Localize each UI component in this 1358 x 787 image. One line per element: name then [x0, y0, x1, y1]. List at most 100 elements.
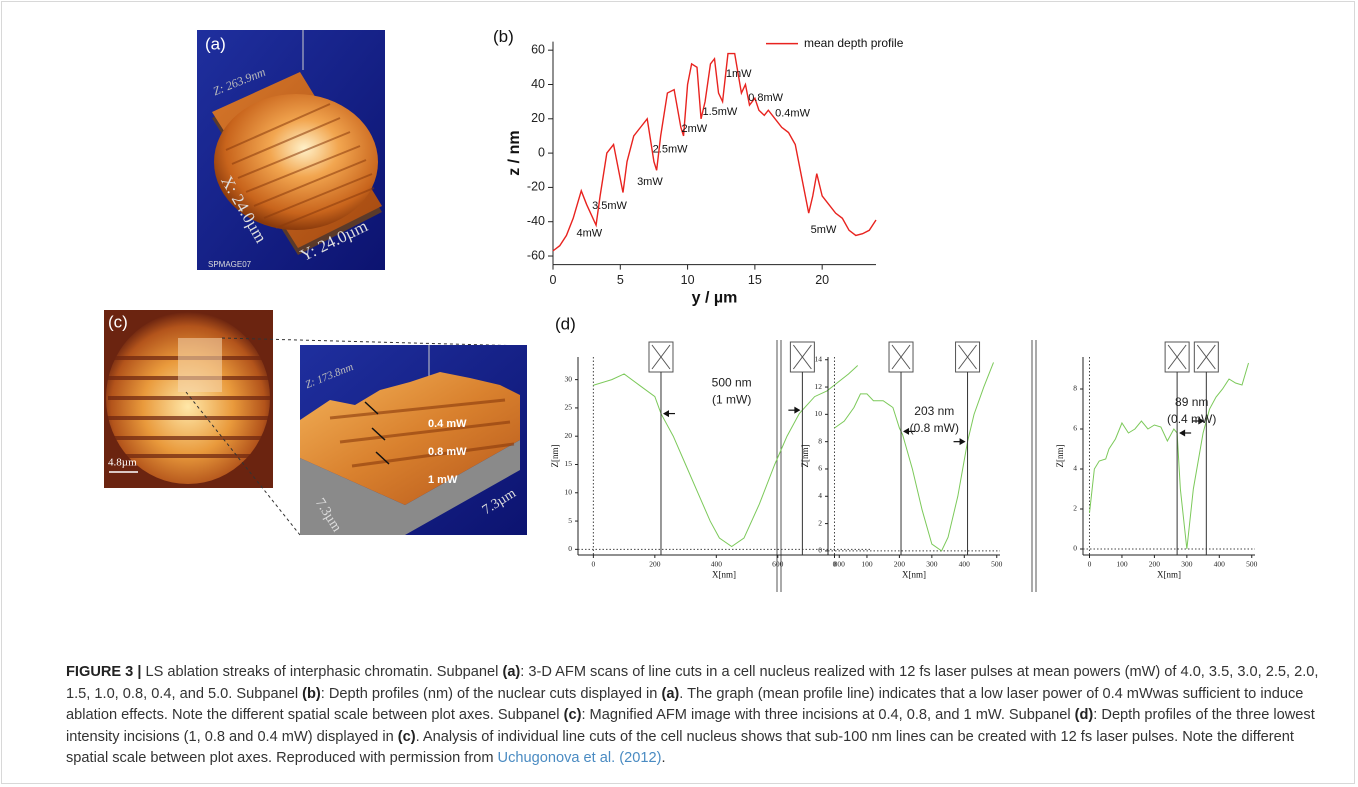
caption-text: LS ablation streaks of interphasic chrom…: [141, 664, 503, 680]
caption-text: : 3-D AFM scans of line cuts in a cell n…: [66, 664, 1319, 702]
data-line: [834, 362, 994, 552]
figure: (a) Z: 263.9nm X: 24.0µm Y: 24.0µm SPMAG…: [104, 27, 1258, 592]
x-axis-label: y / µm: [692, 290, 738, 307]
panel-separators: [776, 340, 1037, 592]
y-tick-label: -20: [527, 180, 545, 194]
y-tick-label: 15: [565, 459, 573, 468]
incision-label: 0.8 mW: [428, 446, 467, 458]
cursor-cross: [1167, 344, 1187, 370]
annotation: 1mW: [726, 68, 752, 80]
x-tick-label: 600: [772, 559, 784, 568]
afm-streaks: [225, 103, 375, 229]
x-tick-label: 200: [649, 559, 661, 568]
annotation: 3mW: [637, 176, 663, 188]
y-tick-label: 6: [1073, 424, 1077, 433]
caption-text: : Depth profiles of the three lowest int…: [66, 707, 1315, 745]
x-axis-label: X[nm]: [1157, 569, 1181, 579]
x-tick-label: 400: [1214, 559, 1226, 568]
y-tick-label: 2: [818, 518, 822, 527]
panel-label: (a): [205, 34, 226, 53]
width-label: 89 nm: [1175, 395, 1208, 409]
cursor-cross: [958, 344, 977, 370]
y-axis-label: z / nm: [506, 130, 523, 175]
width-arrowhead: [903, 427, 910, 435]
y-tick-label: 0: [538, 145, 545, 159]
citation-link[interactable]: Uchugonova et al. (2012): [497, 750, 662, 766]
y-tick-label: 4: [818, 491, 822, 500]
power-label: (0.4 mW): [1167, 412, 1216, 426]
annotation: 3.5mW: [592, 200, 627, 212]
annotation: 2.5mW: [653, 144, 688, 156]
data-line: [593, 365, 859, 548]
y-tick-label: 8: [818, 436, 822, 445]
x-tick-label: 15: [748, 273, 762, 287]
y-tick-label: 10: [565, 487, 573, 496]
width-arrowhead: [959, 438, 966, 446]
x-axis-label: X[nm]: [902, 569, 926, 579]
y-axis-label: Z[nm]: [550, 445, 560, 468]
software-label: SPMAGE07: [208, 260, 252, 269]
caption-text: . The graph (mean profile line) indicate…: [66, 685, 1304, 724]
annotation: 0.8mW: [748, 92, 783, 104]
annotation: 5mW: [811, 224, 837, 236]
cursor-cross: [651, 344, 671, 370]
cursor-cross: [891, 344, 911, 370]
power-label: (1 mW): [712, 393, 751, 407]
width-arrowhead: [794, 406, 801, 414]
cursor-cross: [792, 344, 812, 370]
annotation: 1.5mW: [702, 106, 737, 118]
caption-text: (c): [563, 707, 582, 723]
caption-text: .: [661, 750, 666, 766]
y-tick-label: 0: [568, 544, 572, 553]
figure-caption: FIGURE 3 | LS ablation streaks of interp…: [66, 662, 1336, 770]
x-tick-label: 300: [926, 559, 938, 568]
annotation: 2mW: [681, 123, 707, 135]
zoom-guide: [185, 391, 301, 536]
width-arrowhead: [1179, 429, 1186, 437]
x-tick-label: 400: [959, 559, 971, 568]
caption-text: FIGURE 3 |: [66, 664, 142, 680]
x-tick-label: 200: [894, 559, 906, 568]
data-line: [552, 52, 877, 252]
caption-text: : Magnified AFM image with three incisio…: [581, 707, 1075, 723]
y-tick-label: -60: [527, 248, 545, 262]
x-tick-label: 0: [833, 559, 837, 568]
cursor-cross: [1196, 344, 1216, 370]
width-label: 203 nm: [914, 404, 954, 418]
caption-text: (d): [1074, 707, 1094, 723]
x-tick-label: 10: [681, 273, 695, 287]
y-tick-label: 14: [815, 354, 823, 363]
y-tick-label: 0: [1073, 544, 1077, 553]
caption-text: : Depth profiles (nm) of the nuclear cut…: [320, 685, 662, 702]
y-axis-label: Z[nm]: [1055, 445, 1065, 468]
y-tick-label: 25: [565, 403, 573, 412]
x-tick-label: 100: [861, 559, 873, 568]
x-tick-label: 20: [815, 273, 829, 287]
power-label: (0.8 mW): [910, 421, 959, 435]
scale-label: 4.8µm: [108, 457, 137, 469]
afm-zoom-side: [300, 440, 520, 535]
width-arrowhead: [1198, 417, 1205, 425]
width-label: 500 nm: [712, 376, 752, 390]
x-tick-label: 500: [991, 559, 1003, 568]
caption-text: . Analysis of individual line cuts of th…: [66, 728, 1294, 767]
y-tick-label: 0: [818, 546, 822, 555]
y-tick-label: 60: [531, 42, 545, 56]
y-tick-label: 4: [1073, 464, 1077, 473]
y-tick-label: 5: [568, 516, 572, 525]
incision-label: 1 mW: [428, 474, 458, 486]
x-tick-label: 200: [1149, 559, 1161, 568]
afm-nucleus: [214, 94, 378, 230]
afm-zoom-incisions: [329, 398, 515, 468]
legend-label: mean depth profile: [804, 36, 904, 50]
y-tick-label: 10: [815, 409, 823, 418]
zoom-region: [178, 338, 222, 392]
x-tick-label: 0: [591, 559, 595, 568]
x-tick-label: 800: [834, 559, 846, 568]
x-tick-label: 0: [1088, 559, 1092, 568]
y-tick-label: 40: [531, 77, 545, 91]
width-arrowhead: [662, 410, 669, 418]
incision-label: 0.4 mW: [428, 418, 467, 430]
